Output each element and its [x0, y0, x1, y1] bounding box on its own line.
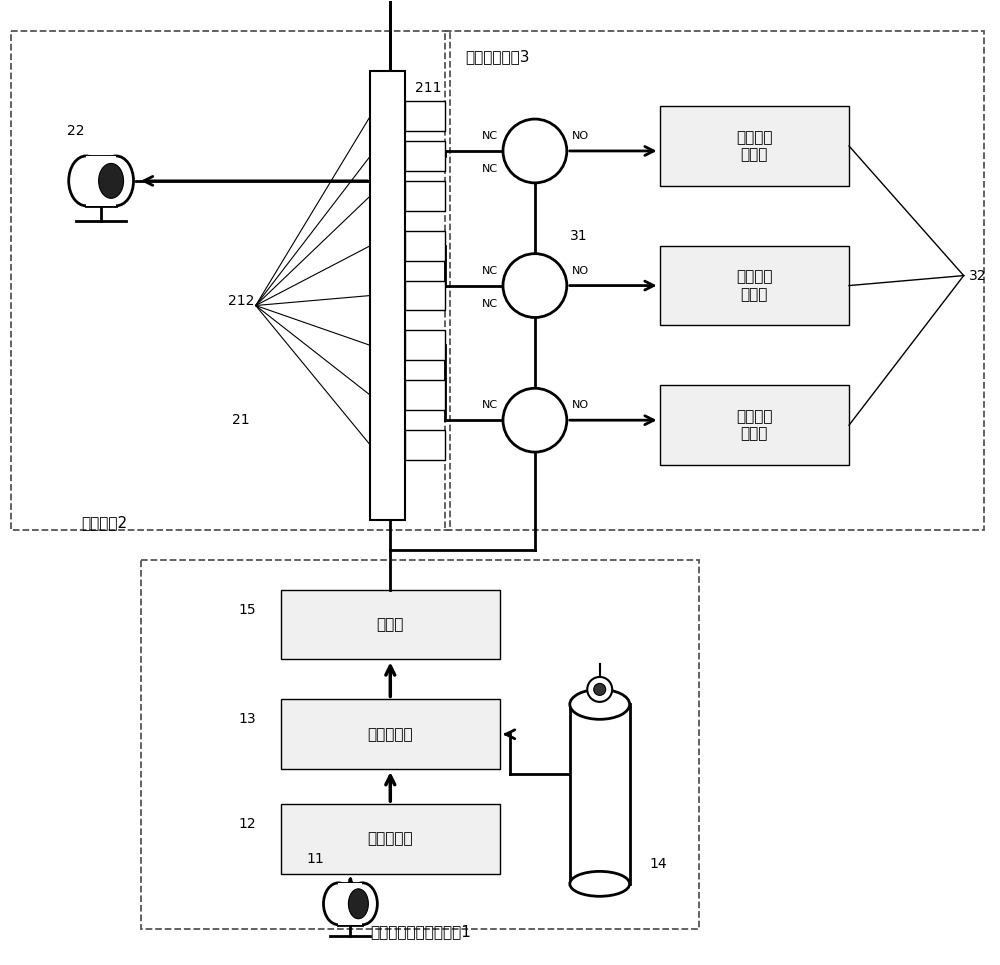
Ellipse shape — [69, 156, 104, 206]
Text: NC: NC — [482, 298, 498, 309]
Bar — [405, 180, 445, 210]
Bar — [338, 883, 362, 924]
Ellipse shape — [348, 889, 368, 919]
Ellipse shape — [347, 883, 377, 924]
Bar — [405, 101, 445, 131]
Bar — [660, 106, 849, 186]
Ellipse shape — [594, 683, 606, 696]
Bar — [281, 804, 500, 874]
Text: NC: NC — [482, 265, 498, 276]
Text: 14: 14 — [650, 857, 667, 870]
Text: NO: NO — [572, 265, 589, 276]
Text: 氮氧化物
分析仪: 氮氧化物 分析仪 — [736, 269, 773, 302]
Text: 标定气路系统3: 标定气路系统3 — [465, 48, 530, 64]
Text: NC: NC — [482, 164, 498, 174]
Text: 211: 211 — [415, 81, 442, 96]
Bar — [570, 704, 630, 884]
Text: 13: 13 — [238, 712, 256, 727]
Circle shape — [503, 119, 567, 182]
Bar — [405, 281, 445, 311]
Text: NC: NC — [482, 400, 498, 410]
Bar — [660, 385, 849, 465]
Text: 15: 15 — [238, 602, 256, 617]
Text: 标定用标准气配气系统1: 标定用标准气配气系统1 — [370, 924, 471, 939]
Bar — [86, 156, 116, 206]
Bar — [405, 330, 445, 360]
Text: 32: 32 — [969, 268, 986, 283]
Bar — [281, 590, 500, 659]
Text: 31: 31 — [570, 229, 587, 243]
Ellipse shape — [587, 676, 612, 702]
Text: 12: 12 — [238, 817, 256, 831]
Bar — [370, 71, 405, 520]
Text: 零气发生器: 零气发生器 — [367, 832, 413, 846]
Circle shape — [503, 388, 567, 452]
Text: 二氧化硫
分析仪: 二氧化硫 分析仪 — [736, 129, 773, 162]
Text: 采样系统2: 采样系统2 — [81, 515, 127, 530]
Circle shape — [503, 254, 567, 317]
Ellipse shape — [570, 689, 630, 719]
Text: 一氧化碳
分析仪: 一氧化碳 分析仪 — [736, 409, 773, 441]
Bar — [405, 430, 445, 460]
Ellipse shape — [99, 156, 134, 206]
Ellipse shape — [99, 163, 124, 199]
Text: 212: 212 — [228, 293, 254, 308]
Text: 11: 11 — [307, 852, 324, 866]
Bar — [405, 141, 445, 171]
Text: NO: NO — [572, 400, 589, 410]
Text: 标定配气仪: 标定配气仪 — [367, 727, 413, 742]
Text: 混合仓: 混合仓 — [377, 617, 404, 632]
Bar — [660, 246, 849, 325]
Bar — [281, 700, 500, 769]
Text: NO: NO — [572, 131, 589, 141]
Ellipse shape — [570, 871, 630, 896]
Text: 22: 22 — [67, 124, 85, 138]
Bar — [405, 231, 445, 261]
Ellipse shape — [323, 883, 353, 924]
Bar — [405, 380, 445, 410]
Text: 21: 21 — [232, 413, 250, 427]
Text: NC: NC — [482, 131, 498, 141]
